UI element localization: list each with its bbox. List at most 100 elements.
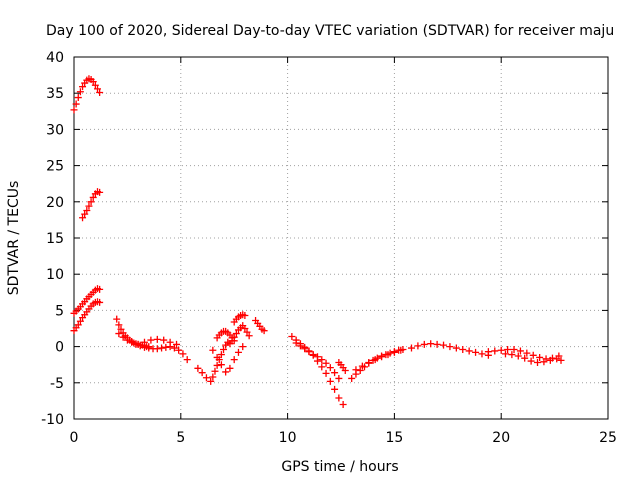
data-point: [331, 385, 339, 393]
data-point: [230, 356, 238, 364]
grid: [74, 57, 608, 419]
data-point: [117, 325, 125, 333]
data-point: [358, 362, 366, 370]
y-tick-label: -5: [50, 376, 64, 392]
data-point: [527, 357, 535, 365]
data-point: [318, 356, 326, 364]
data-point: [318, 363, 326, 371]
data-point: [534, 359, 542, 367]
data-point: [427, 340, 435, 348]
series-arc-20: [484, 345, 563, 363]
data-point: [420, 340, 428, 348]
data-point: [220, 345, 228, 353]
data-point: [115, 330, 123, 338]
data-point: [96, 285, 104, 293]
data-point: [211, 367, 219, 375]
data-point: [288, 332, 296, 340]
series-arc-18: [352, 346, 405, 374]
series-arc-2: [79, 188, 104, 222]
y-tick-label: 40: [46, 50, 64, 66]
data-point: [322, 359, 330, 367]
data-point: [175, 346, 183, 354]
data-point: [85, 202, 93, 210]
data-point: [407, 344, 415, 352]
data-point: [365, 359, 373, 367]
x-tick-label: 20: [492, 430, 510, 446]
data-point: [123, 336, 131, 344]
data-point: [230, 333, 238, 341]
data-point: [162, 343, 170, 351]
data-point: [179, 350, 187, 358]
y-tick-label: 10: [46, 267, 64, 283]
x-tick-label: 25: [599, 430, 617, 446]
data-point: [209, 346, 217, 354]
data-point: [296, 342, 304, 350]
data-point: [226, 364, 234, 372]
data-point: [76, 317, 84, 325]
data-point: [390, 348, 398, 356]
data-point: [119, 333, 127, 341]
data-point: [352, 366, 360, 374]
data-point: [536, 353, 544, 361]
data-point: [356, 366, 364, 374]
series-arc-11: [226, 322, 253, 348]
data-point: [79, 214, 87, 222]
data-point: [516, 347, 524, 355]
data-point: [74, 94, 82, 102]
data-point: [113, 315, 121, 323]
data-point: [239, 343, 247, 351]
data-point: [326, 377, 334, 385]
series-arc-8: [194, 338, 232, 385]
series-arc-1: [70, 75, 104, 114]
data-point: [166, 338, 174, 346]
data-point: [546, 356, 554, 364]
y-tick-label: 5: [55, 303, 64, 319]
data-point: [241, 325, 249, 332]
x-axis-title: GPS time / hours: [281, 459, 398, 475]
data-point: [72, 100, 80, 108]
data-point: [484, 348, 492, 356]
y-tick-label: 35: [46, 86, 64, 102]
data-point: [326, 364, 334, 372]
data-point: [305, 348, 313, 356]
data-point: [529, 351, 537, 359]
data-point: [501, 350, 509, 358]
data-point: [93, 85, 101, 93]
data-point: [292, 339, 300, 347]
data-point: [557, 356, 565, 364]
data-point: [74, 321, 82, 329]
data-point: [89, 78, 97, 86]
data-point: [222, 368, 230, 376]
data-point: [183, 356, 191, 364]
data-point: [378, 353, 386, 361]
data-point: [96, 88, 104, 96]
y-tick-label: 20: [46, 195, 64, 211]
data-point: [198, 369, 206, 377]
data-point: [91, 81, 99, 89]
series-arc-21: [501, 350, 565, 367]
data-point: [89, 193, 97, 201]
data-point: [465, 347, 473, 355]
data-point: [243, 328, 251, 336]
data-point: [508, 351, 516, 359]
data-point: [81, 210, 89, 218]
data-point: [145, 344, 153, 352]
data-point: [160, 336, 168, 344]
data-point: [232, 330, 240, 338]
data-point: [213, 353, 221, 361]
axis-ticks: 0 5 10 15 20 25 -10 -5 0 5 10 15 20 25 30 35 40: [41, 50, 617, 446]
data-point: [504, 345, 512, 353]
x-tick-label: 15: [385, 430, 403, 446]
data-point: [213, 361, 221, 369]
data-point: [153, 345, 161, 353]
data-point: [228, 337, 236, 345]
data-point: [384, 351, 392, 359]
series-arc-12: [230, 311, 249, 326]
data-point: [173, 340, 181, 348]
data-point: [452, 344, 460, 352]
data-point: [207, 377, 215, 385]
data-point: [335, 394, 343, 402]
x-tick-label: 0: [70, 430, 79, 446]
data-point: [217, 361, 225, 369]
data-point: [459, 345, 467, 353]
